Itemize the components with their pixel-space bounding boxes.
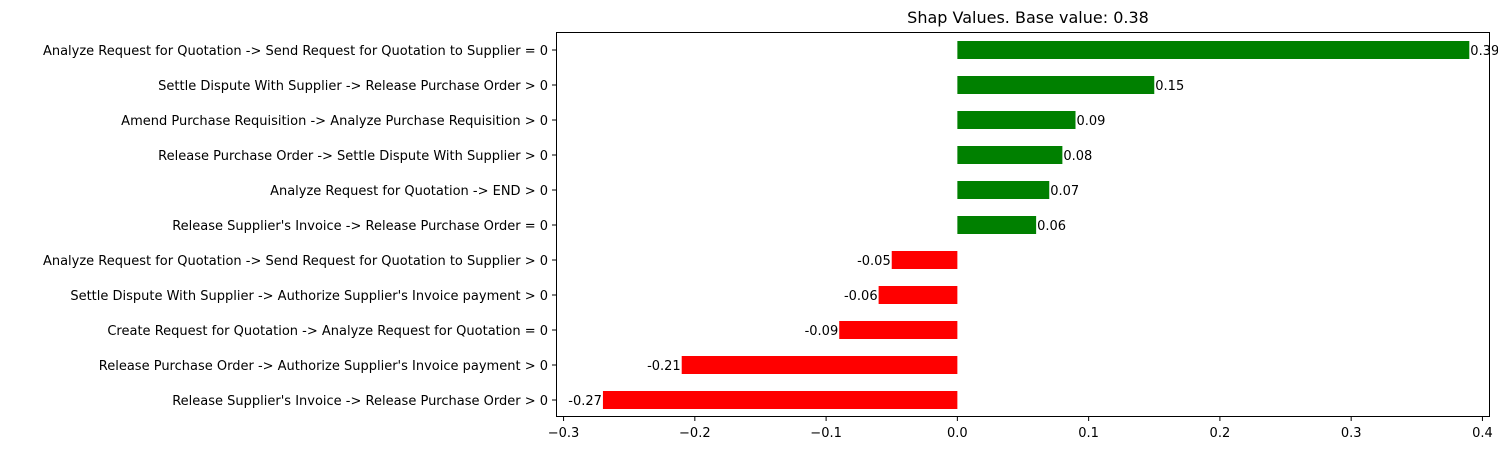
x-tick-label: −0.3 <box>548 426 580 441</box>
bar-value-label: 0.15 <box>1155 79 1184 94</box>
y-tick-label: Analyze Request for Quotation -> Send Re… <box>43 254 548 269</box>
bars-group <box>602 41 1470 409</box>
plot-frame <box>556 32 1490 417</box>
y-tick-label: Settle Dispute With Supplier -> Authoriz… <box>70 289 548 304</box>
bar-7 <box>878 286 958 304</box>
x-tick-label: 0.2 <box>1210 426 1231 441</box>
y-tick-label: Release Supplier's Invoice -> Release Pu… <box>172 219 548 234</box>
bar-value-label: -0.27 <box>568 394 602 409</box>
bar-value-label: 0.39 <box>1470 44 1498 59</box>
bar-value-label: -0.21 <box>647 359 681 374</box>
x-tick-label: 0.4 <box>1472 426 1493 441</box>
x-tick-label: −0.1 <box>810 426 842 441</box>
y-tick-label: Analyze Request for Quotation -> Send Re… <box>43 44 548 59</box>
bar-5 <box>957 216 1037 234</box>
x-tick-label: 0.1 <box>1078 426 1099 441</box>
bar-value-label: 0.08 <box>1063 149 1092 164</box>
bar-value-label: 0.06 <box>1037 219 1066 234</box>
bar-3 <box>957 146 1063 164</box>
value-labels-group: 0.39 0.15 0.09 0.08 0.07 0.06 -0.05 -0.06 -0.09 -… <box>568 44 1498 409</box>
bar-6 <box>891 251 958 269</box>
bar-value-label: -0.09 <box>805 324 839 339</box>
y-tick-label: Release Purchase Order -> Authorize Supp… <box>99 359 548 374</box>
bar-0 <box>957 41 1470 59</box>
y-tick-label: Release Purchase Order -> Settle Dispute… <box>158 149 548 164</box>
bar-value-label: -0.06 <box>844 289 878 304</box>
bar-value-label: -0.05 <box>857 254 891 269</box>
x-axis: −0.3 −0.2 −0.1 0.0 0.1 0.2 0.3 0.4 <box>548 416 1493 441</box>
y-tick-label: Amend Purchase Requisition -> Analyze Pu… <box>121 114 548 129</box>
bar-1 <box>957 76 1155 94</box>
y-tick-label: Release Supplier's Invoice -> Release Pu… <box>172 394 548 409</box>
y-tick-label: Create Request for Quotation -> Analyze … <box>107 324 548 339</box>
x-tick-label: −0.2 <box>679 426 711 441</box>
bar-9 <box>681 356 958 374</box>
bar-2 <box>957 111 1076 129</box>
x-tick-label: 0.3 <box>1341 426 1362 441</box>
x-tick-label: 0.0 <box>947 426 968 441</box>
bar-8 <box>839 321 958 339</box>
bar-value-label: 0.09 <box>1077 114 1106 129</box>
bar-value-label: 0.07 <box>1050 184 1079 199</box>
y-tick-label: Analyze Request for Quotation -> END > 0 <box>270 184 548 199</box>
y-tick-label: Settle Dispute With Supplier -> Release … <box>158 79 548 94</box>
chart-title: Shap Values. Base value: 0.38 <box>907 8 1149 27</box>
y-axis: Analyze Request for Quotation -> Send Re… <box>43 44 557 409</box>
bar-10 <box>602 391 958 409</box>
bar-4 <box>957 181 1050 199</box>
